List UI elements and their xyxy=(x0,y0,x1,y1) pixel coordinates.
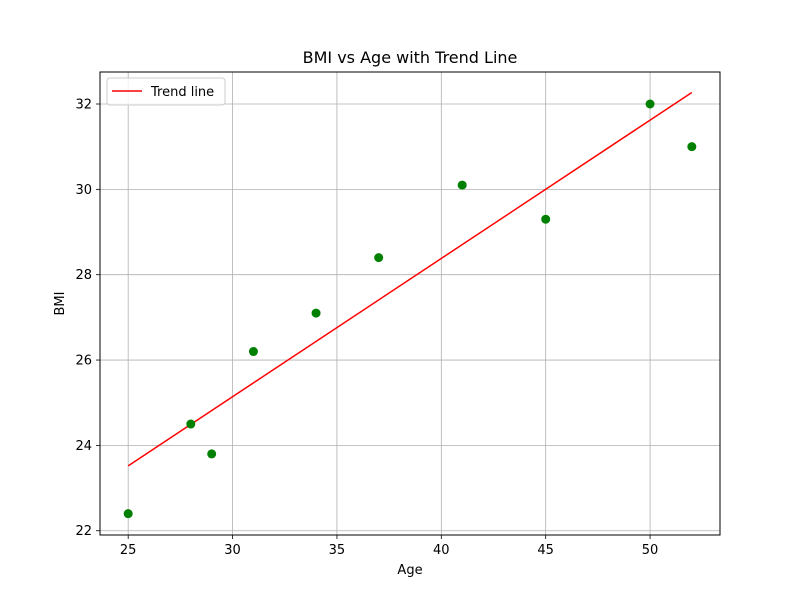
legend: Trend line xyxy=(106,77,226,106)
grid xyxy=(100,72,720,535)
y-tick-label: 30 xyxy=(75,183,92,198)
y-tick-label: 26 xyxy=(75,354,92,369)
scatter-point xyxy=(123,509,133,519)
scatter-point xyxy=(186,419,196,429)
x-tick-label: 30 xyxy=(224,543,241,558)
ticks: 25 30 35 40 45 50 22 24 26 28 30 32 xyxy=(75,98,658,558)
series-layer xyxy=(123,91,697,519)
x-tick-label: 40 xyxy=(433,543,450,558)
trend-line xyxy=(127,91,693,467)
y-axis-label: BMI xyxy=(53,292,68,316)
legend-label-trend-line: Trend line xyxy=(150,85,214,100)
chart-title: BMI vs Age with Trend Line xyxy=(303,48,518,67)
x-axis-label: Age xyxy=(397,563,422,578)
y-tick-label: 32 xyxy=(75,98,92,113)
x-tick-label: 25 xyxy=(120,543,137,558)
scatter-point xyxy=(541,214,551,224)
scatter-point xyxy=(374,253,384,263)
x-tick-label: 35 xyxy=(329,543,346,558)
scatter-point xyxy=(311,308,321,318)
x-tick-label: 45 xyxy=(537,543,554,558)
y-tick-label: 28 xyxy=(75,268,92,283)
x-tick-label: 50 xyxy=(642,543,659,558)
plot-frame xyxy=(99,71,721,536)
legend-box xyxy=(106,77,226,106)
y-tick-label: 22 xyxy=(75,524,92,539)
scatter-point xyxy=(207,449,217,459)
scatter-point xyxy=(457,180,467,190)
scatter-point xyxy=(645,99,655,109)
scatter-point xyxy=(687,142,697,152)
scatter-point xyxy=(248,347,258,357)
y-tick-label: 24 xyxy=(75,439,92,454)
